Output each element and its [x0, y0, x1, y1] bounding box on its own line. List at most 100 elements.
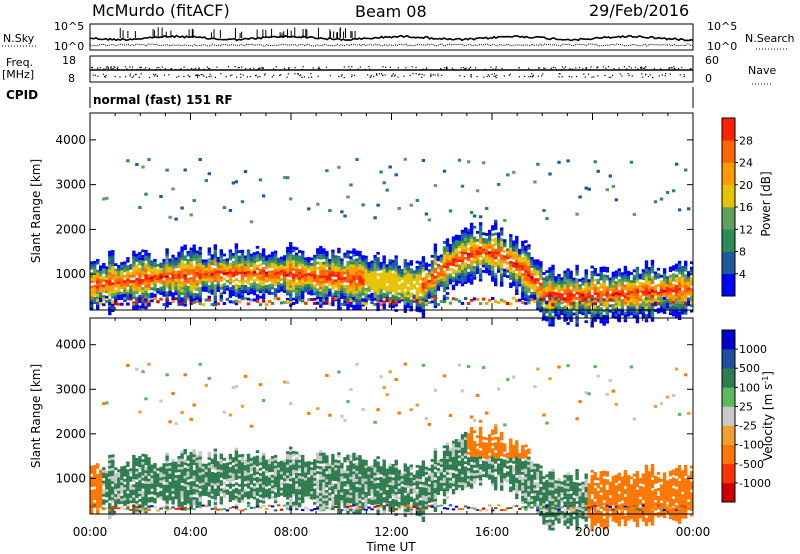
power-cell: [475, 230, 480, 234]
power-cell: [340, 210, 344, 214]
power-cell: [364, 302, 368, 306]
nave-point: [588, 73, 590, 75]
nave-point: [262, 67, 264, 69]
power-cell: [662, 295, 667, 298]
velocity-cell: [153, 497, 157, 501]
velocity-cell: [177, 477, 181, 481]
power-cell: [539, 301, 543, 305]
power-cell: [358, 258, 362, 262]
power-cell: [289, 279, 293, 283]
power-cell: [566, 289, 570, 293]
power-cell: [276, 257, 281, 261]
power-cell: [349, 266, 353, 270]
power-cell: [334, 268, 338, 272]
power-cell: [364, 266, 368, 270]
power-cell: [150, 268, 154, 272]
power-cell: [343, 293, 347, 296]
power-cell: [566, 287, 570, 290]
velocity-cell: [201, 490, 205, 494]
power-cell: [629, 293, 634, 297]
nave-point: [196, 75, 198, 77]
nave-point: [359, 66, 361, 68]
power-cell: [593, 284, 597, 287]
velocity-cell: [135, 474, 139, 477]
power-cell: [301, 277, 305, 281]
power-cell: [659, 285, 664, 289]
velocity-cell: [162, 468, 166, 472]
power-cell: [388, 302, 392, 306]
power-cell: [385, 269, 389, 273]
power-cell: [394, 295, 398, 299]
velocity-cell: [90, 495, 94, 498]
power-cell: [379, 294, 383, 297]
power-cell: [165, 302, 169, 305]
velocity-cell: [135, 487, 139, 491]
power-cell: [96, 285, 100, 289]
power-cell: [210, 262, 214, 266]
power-cell: [632, 290, 637, 294]
power-cell: [638, 276, 643, 280]
velocity-cell: [237, 462, 242, 466]
power-cell: [584, 277, 588, 281]
power-cell: [638, 303, 643, 307]
power-cell: [460, 259, 465, 263]
nave-point: [619, 73, 621, 75]
nave-point: [430, 75, 432, 77]
station-title: McMurdo (fitACF): [92, 1, 230, 20]
velocity-cell: [231, 506, 236, 509]
nave-point: [468, 68, 470, 70]
power-cell: [436, 266, 441, 270]
power-cell: [463, 238, 468, 241]
power-cell: [343, 271, 347, 275]
power-cell: [385, 291, 389, 294]
velocity-cell: [183, 502, 187, 506]
power-cell: [548, 296, 552, 300]
power-cell: [659, 288, 664, 291]
velocity-cell: [150, 483, 154, 487]
power-cell: [629, 282, 634, 286]
power-cell: [412, 278, 416, 282]
power-cell: [361, 303, 365, 307]
power-cell: [539, 306, 543, 310]
velocity-cell: [90, 468, 94, 472]
velocity-cell: [186, 500, 190, 504]
power-cell: [575, 272, 579, 276]
velocity-cell: [177, 485, 181, 489]
power-cell: [445, 241, 450, 244]
power-cell: [153, 277, 157, 281]
power-cell: [180, 300, 184, 303]
power-cell: [267, 275, 272, 279]
power-cell: [313, 271, 317, 274]
velocity-cell: [129, 495, 133, 498]
velocity-cell: [183, 373, 187, 377]
power-cell: [542, 307, 546, 310]
power-cell: [454, 253, 459, 257]
power-cell: [216, 270, 220, 274]
power-cell: [494, 264, 498, 268]
power-cell: [337, 296, 341, 299]
nave-point: [178, 75, 180, 77]
velocity-cell: [105, 486, 109, 490]
power-cell: [174, 260, 178, 263]
power-cell: [497, 237, 501, 241]
power-cell: [373, 265, 377, 269]
power-cell: [159, 265, 163, 268]
power-cell: [494, 275, 498, 279]
power-cell: [349, 301, 353, 305]
power-cell: [370, 260, 374, 264]
nave-point: [164, 74, 166, 76]
velocity-cell: [96, 507, 100, 510]
power-cell: [406, 281, 410, 284]
power-cell: [536, 278, 540, 281]
power-cell: [599, 320, 603, 324]
power-cell: [611, 285, 615, 288]
power-cell: [656, 283, 661, 287]
power-cell: [355, 304, 359, 307]
velocity-cell: [222, 471, 227, 474]
power-cell: [307, 281, 311, 284]
power-cell: [578, 286, 582, 290]
power-cell: [289, 301, 293, 305]
velocity-cell: [189, 507, 193, 510]
power-cell: [93, 287, 97, 291]
power-cell: [180, 259, 184, 263]
